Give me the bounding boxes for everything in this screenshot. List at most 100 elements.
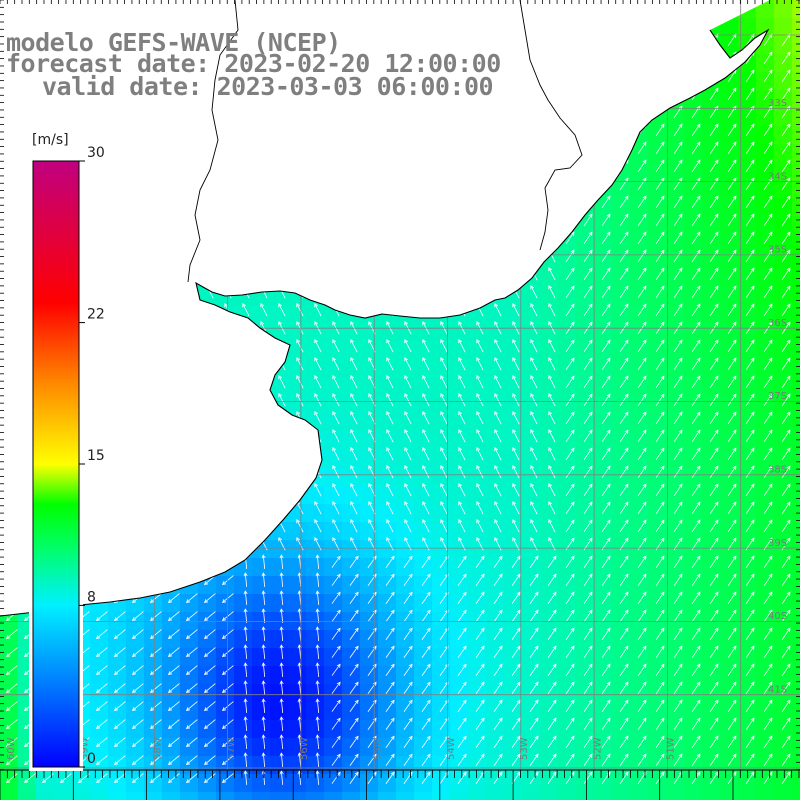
speed-cell (774, 432, 793, 451)
speed-cell (324, 342, 343, 361)
speed-cell (738, 198, 757, 217)
wind-arrow (619, 195, 629, 209)
wind-arrow (655, 411, 665, 425)
speed-cell (126, 756, 145, 775)
speed-cell (648, 576, 667, 595)
speed-cell (738, 180, 757, 199)
wind-arrow (691, 429, 701, 443)
speed-cell (216, 684, 235, 703)
speed-cell (558, 324, 577, 343)
wind-arrow-head (386, 339, 390, 344)
speed-cell (270, 738, 289, 757)
speed-cell (684, 324, 703, 343)
speed-cell (360, 720, 379, 739)
wind-arrow-head (548, 393, 552, 398)
speed-cell (522, 450, 541, 469)
speed-cell (324, 468, 343, 487)
wind-arrow (673, 375, 683, 389)
wind-arrow-head (786, 465, 791, 470)
speed-cell (648, 162, 667, 181)
speed-cell (612, 702, 631, 721)
speed-cell (612, 324, 631, 343)
wind-arrow-head (750, 321, 755, 326)
wind-arrow-head (278, 321, 282, 326)
speed-cell (342, 540, 361, 559)
wind-arrow-head (768, 447, 773, 452)
wind-arrow-head (588, 285, 593, 290)
wind-arrow-head (750, 87, 755, 92)
wind-arrow (404, 357, 412, 371)
speed-cell (594, 360, 613, 379)
speed-cell (594, 252, 613, 271)
wind-arrow-head (368, 465, 372, 470)
speed-cell (630, 486, 649, 505)
wind-arrow-head (678, 303, 683, 308)
wind-arrow-head (660, 123, 665, 128)
speed-cell (270, 684, 289, 703)
speed-cell (486, 468, 505, 487)
speed-cell (630, 576, 649, 595)
wind-arrow-head (296, 339, 300, 344)
wind-arrow (332, 357, 340, 371)
wind-arrow-head (494, 465, 498, 470)
speed-cell (432, 576, 451, 595)
speed-cell (612, 648, 631, 667)
speed-cell (576, 684, 595, 703)
speed-cell (486, 702, 505, 721)
wind-arrow (655, 177, 665, 191)
wind-arrow-head (368, 375, 372, 380)
wind-arrow-head (588, 393, 593, 398)
speed-cell (720, 108, 739, 127)
speed-cell (720, 360, 739, 379)
speed-cell (540, 378, 559, 397)
wind-arrow (673, 249, 683, 263)
wind-arrow (781, 195, 791, 209)
wind-arrow (655, 393, 665, 407)
wind-arrow-head (732, 177, 737, 182)
speed-cell (792, 468, 800, 487)
wind-arrow-head (678, 285, 683, 290)
wind-arrow-head (768, 267, 773, 272)
wind-arrow (565, 375, 575, 389)
wind-arrow-head (732, 447, 737, 452)
speed-cell (216, 774, 235, 793)
speed-cell (702, 126, 721, 145)
wind-arrow (494, 375, 502, 389)
speed-cell (306, 360, 325, 379)
speed-cell (450, 432, 469, 451)
wind-arrow-head (548, 447, 552, 452)
speed-cell (792, 738, 800, 757)
wind-arrow-head (678, 375, 683, 380)
wind-arrow (745, 249, 755, 263)
wind-arrow (709, 249, 719, 263)
speed-cell (756, 72, 775, 91)
speed-cell (720, 342, 739, 361)
speed-cell (432, 432, 451, 451)
speed-cell (450, 738, 469, 757)
wind-arrow-head (750, 447, 755, 452)
wind-arrow-head (588, 429, 593, 434)
speed-cell (486, 450, 505, 469)
wind-arrow (565, 267, 575, 281)
speed-cell (738, 144, 757, 163)
speed-cell (576, 594, 595, 613)
speed-cell (468, 684, 487, 703)
speed-cell (756, 54, 775, 73)
wind-arrow-head (332, 483, 336, 488)
wind-arrow (673, 339, 683, 353)
wind-arrow (727, 33, 737, 47)
wind-arrow (332, 375, 340, 389)
speed-cell (540, 324, 559, 343)
speed-cell (540, 288, 559, 307)
speed-cell (450, 594, 469, 613)
speed-cell (252, 720, 271, 739)
wind-arrow (422, 375, 430, 389)
speed-cell (126, 630, 145, 649)
wind-arrow-head (696, 285, 701, 290)
wind-arrow (458, 483, 466, 497)
speed-cell (306, 684, 325, 703)
speed-cell (720, 648, 739, 667)
wind-arrow-head (606, 321, 611, 326)
wind-arrow (691, 357, 701, 371)
speed-cell (396, 792, 415, 800)
